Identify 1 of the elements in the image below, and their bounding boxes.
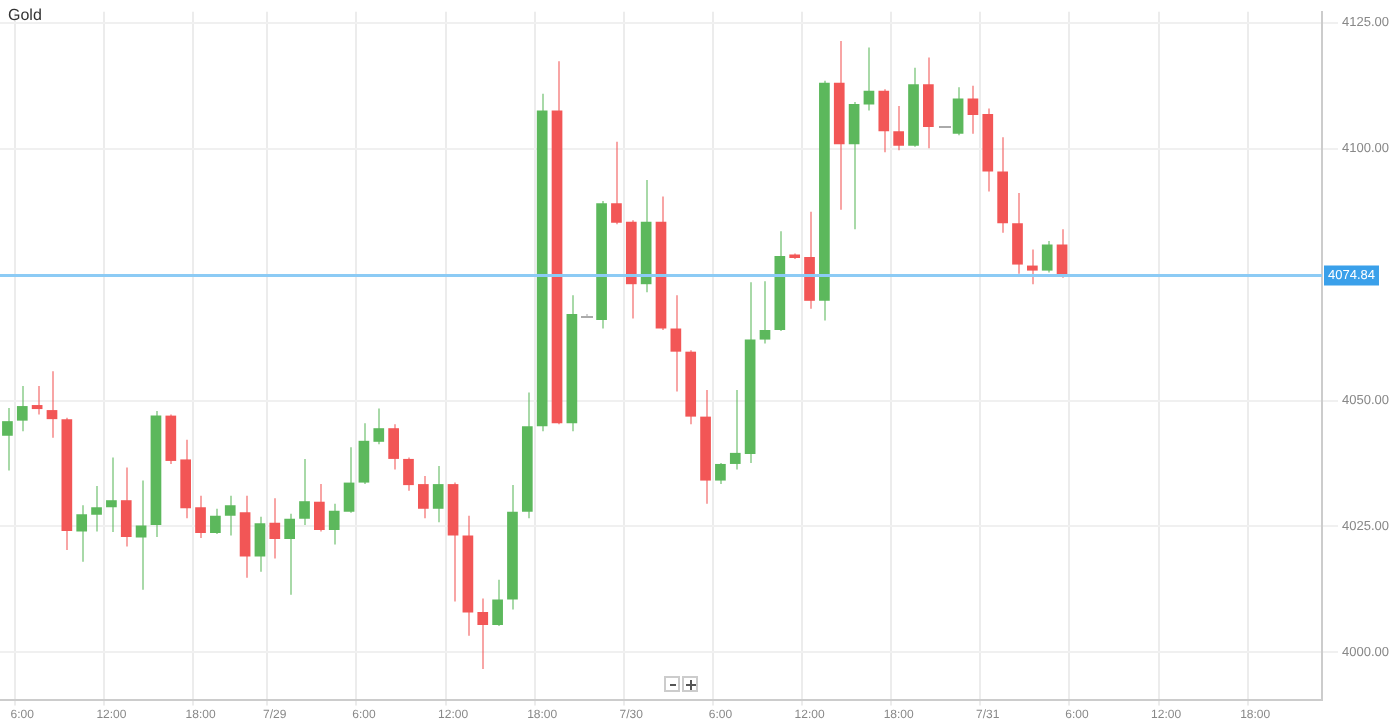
- chart-title: Gold: [8, 6, 42, 24]
